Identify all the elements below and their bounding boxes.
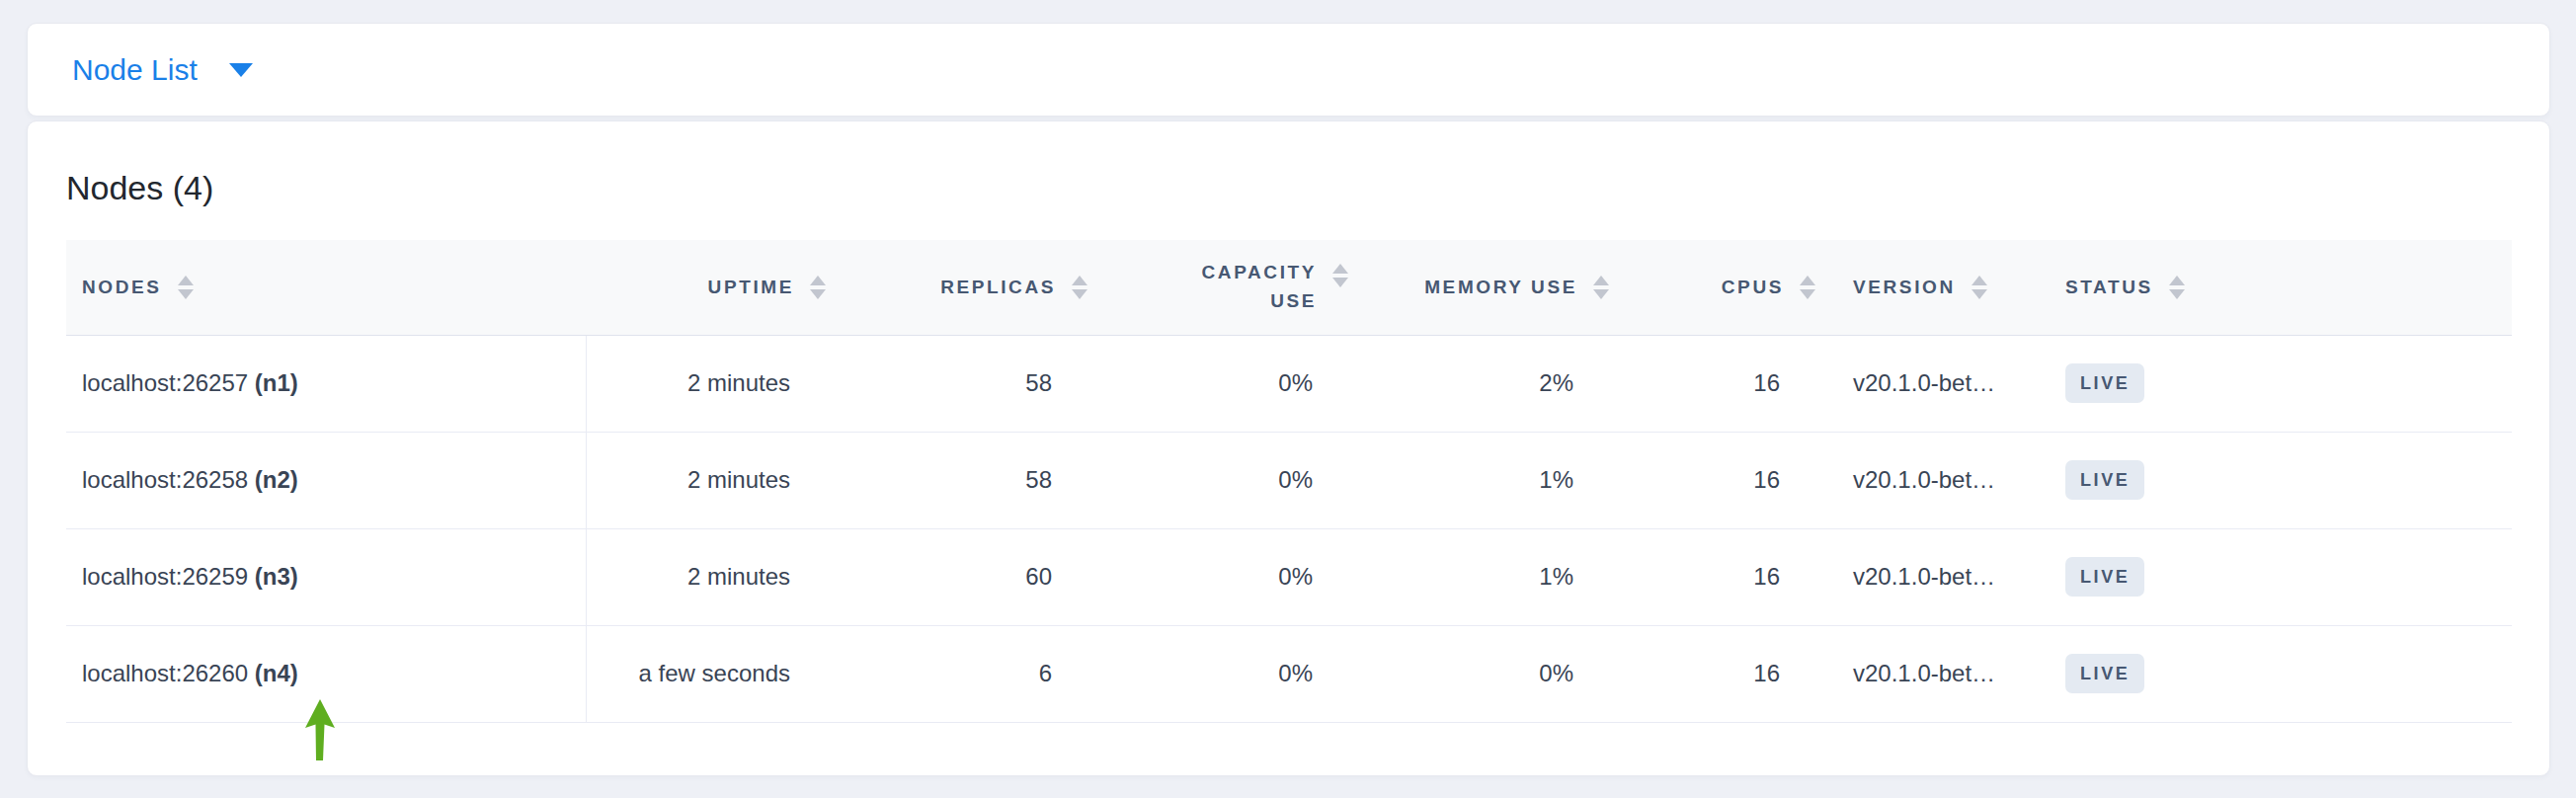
column-header-status[interactable]: STATUS	[2036, 240, 2512, 335]
node-address: localhost:26257	[82, 369, 248, 396]
node-id: (n4)	[255, 660, 298, 686]
replicas-cell: 6	[820, 625, 1082, 722]
sort-icon[interactable]	[1072, 276, 1087, 299]
uptime-cell: a few seconds	[586, 625, 820, 722]
node-address: localhost:26258	[82, 466, 248, 493]
node-address-cell[interactable]: localhost:26257 (n1)	[66, 335, 586, 432]
sort-icon[interactable]	[1593, 276, 1609, 299]
status-cell: LIVE	[2036, 335, 2512, 432]
status-badge: LIVE	[2065, 557, 2144, 597]
capacity-use-cell: 0%	[1082, 625, 1342, 722]
status-badge: LIVE	[2065, 363, 2144, 403]
node-address-cell[interactable]: localhost:26259 (n3)	[66, 528, 586, 625]
memory-use-cell: 1%	[1342, 528, 1603, 625]
memory-use-cell: 1%	[1342, 432, 1603, 528]
column-label: MEMORY USE	[1424, 274, 1577, 302]
node-address: localhost:26260	[82, 660, 248, 686]
version-cell: v20.1.0-bet…	[1823, 625, 2036, 722]
table-header-row: NODES UPTIME REPLICAS CAPACITY USE MEMOR…	[66, 240, 2512, 335]
replicas-cell: 58	[820, 432, 1082, 528]
sort-icon[interactable]	[178, 276, 194, 299]
column-label: STATUS	[2065, 274, 2153, 302]
status-badge: LIVE	[2065, 654, 2144, 693]
column-header-memory-use[interactable]: MEMORY USE	[1342, 240, 1603, 335]
cpus-cell: 16	[1603, 625, 1823, 722]
page-title: Nodes (4)	[66, 171, 2511, 204]
node-id: (n3)	[255, 563, 298, 590]
table-row: localhost:26257 (n1) 2 minutes 58 0% 2% …	[66, 335, 2512, 432]
status-cell: LIVE	[2036, 625, 2512, 722]
node-address-cell[interactable]: localhost:26258 (n2)	[66, 432, 586, 528]
column-header-nodes[interactable]: NODES	[66, 240, 586, 335]
nodes-table: NODES UPTIME REPLICAS CAPACITY USE MEMOR…	[66, 240, 2512, 723]
column-header-capacity-use[interactable]: CAPACITY USE	[1082, 240, 1342, 335]
sort-icon[interactable]	[1332, 264, 1348, 287]
uptime-cell: 2 minutes	[586, 528, 820, 625]
sort-icon[interactable]	[1972, 276, 1987, 299]
capacity-use-cell: 0%	[1082, 432, 1342, 528]
node-id: (n1)	[255, 369, 298, 396]
cpus-cell: 16	[1603, 335, 1823, 432]
sort-icon[interactable]	[1800, 276, 1815, 299]
table-row: localhost:26259 (n3) 2 minutes 60 0% 1% …	[66, 528, 2512, 625]
column-header-cpus[interactable]: CPUS	[1603, 240, 1823, 335]
caret-down-icon	[229, 63, 253, 77]
replicas-cell: 60	[820, 528, 1082, 625]
status-cell: LIVE	[2036, 528, 2512, 625]
memory-use-cell: 2%	[1342, 335, 1603, 432]
column-label: UPTIME	[708, 274, 794, 302]
status-cell: LIVE	[2036, 432, 2512, 528]
column-label: CPUS	[1722, 274, 1784, 302]
table-row: localhost:26258 (n2) 2 minutes 58 0% 1% …	[66, 432, 2512, 528]
node-list-dropdown[interactable]: Node List	[72, 53, 253, 87]
node-address-cell[interactable]: localhost:26260 (n4)	[66, 625, 586, 722]
column-label: VERSION	[1853, 274, 1956, 302]
version-cell: v20.1.0-bet…	[1823, 528, 2036, 625]
node-list-dropdown-label: Node List	[72, 53, 198, 87]
column-header-version[interactable]: VERSION	[1823, 240, 2036, 335]
replicas-cell: 58	[820, 335, 1082, 432]
column-label: REPLICAS	[940, 274, 1056, 302]
column-header-replicas[interactable]: REPLICAS	[820, 240, 1082, 335]
uptime-cell: 2 minutes	[586, 335, 820, 432]
column-label: NODES	[82, 274, 162, 302]
uptime-cell: 2 minutes	[586, 432, 820, 528]
nodes-panel: Nodes (4) NODES UPTIME REPLICAS CAPACITY…	[27, 120, 2550, 776]
node-id: (n2)	[255, 466, 298, 493]
memory-use-cell: 0%	[1342, 625, 1603, 722]
cpus-cell: 16	[1603, 432, 1823, 528]
sort-icon[interactable]	[810, 276, 826, 299]
capacity-use-cell: 0%	[1082, 335, 1342, 432]
capacity-use-cell: 0%	[1082, 528, 1342, 625]
column-label: CAPACITY USE	[1154, 259, 1317, 315]
node-address: localhost:26259	[82, 563, 248, 590]
sort-icon[interactable]	[2169, 276, 2185, 299]
version-cell: v20.1.0-bet…	[1823, 432, 2036, 528]
cpus-cell: 16	[1603, 528, 1823, 625]
table-row: localhost:26260 (n4) a few seconds 6 0% …	[66, 625, 2512, 722]
view-selector-bar: Node List	[27, 23, 2550, 117]
version-cell: v20.1.0-bet…	[1823, 335, 2036, 432]
status-badge: LIVE	[2065, 460, 2144, 500]
column-header-uptime[interactable]: UPTIME	[586, 240, 820, 335]
